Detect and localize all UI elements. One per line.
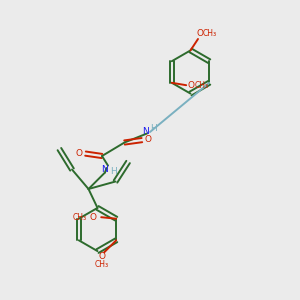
Text: O: O — [98, 252, 105, 261]
Text: O: O — [90, 213, 97, 222]
Text: O: O — [197, 29, 204, 38]
Text: O: O — [76, 148, 83, 158]
Text: N: N — [142, 127, 149, 136]
Text: CH₃: CH₃ — [95, 260, 109, 269]
Text: CH₃: CH₃ — [195, 81, 209, 90]
Text: O: O — [188, 81, 195, 90]
Text: H: H — [110, 167, 116, 176]
Text: H: H — [150, 124, 157, 133]
Text: O: O — [144, 135, 152, 144]
Text: CH₃: CH₃ — [73, 213, 87, 222]
Text: N: N — [102, 165, 108, 174]
Text: CH₃: CH₃ — [203, 29, 217, 38]
